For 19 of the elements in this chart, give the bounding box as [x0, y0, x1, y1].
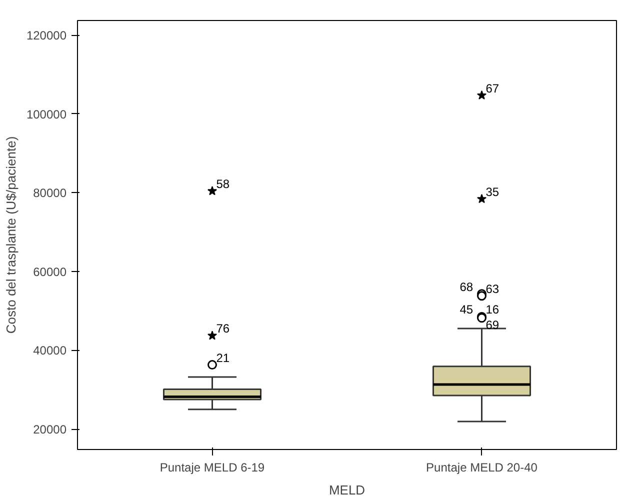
x-tick-label: Puntaje MELD 6-19 [160, 460, 265, 474]
annotation: 67 [486, 81, 500, 96]
annotation: 76 [216, 322, 230, 336]
y-tick-label: 20000 [33, 422, 67, 437]
y-tick-label: 120000 [26, 28, 67, 43]
x-tick-label: Puntaje MELD 20-40 [426, 460, 538, 474]
annotation: 35 [486, 184, 500, 199]
annotation: 68 [460, 280, 474, 294]
y-tick-label: 100000 [26, 107, 67, 122]
annotation: 21 [216, 350, 230, 365]
y-axis-title: Costo del trasplante (U$/paciente) [3, 136, 18, 334]
annotation: 45 [460, 302, 474, 317]
y-tick-label: 40000 [33, 344, 67, 358]
y-tick-label: 60000 [33, 264, 67, 279]
x-axis-title: MELD [328, 482, 366, 498]
y-tick-label: 80000 [33, 186, 67, 200]
annotation: 58 [216, 177, 230, 192]
annotation: 16 [486, 302, 500, 317]
annotation: 63 [486, 282, 500, 296]
